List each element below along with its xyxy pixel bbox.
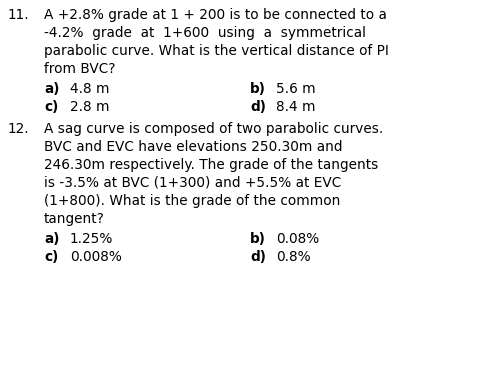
Text: 1.25%: 1.25% [70, 232, 114, 246]
Text: a): a) [44, 82, 60, 96]
Text: -4.2%  grade  at  1+600  using  a  symmetrical: -4.2% grade at 1+600 using a symmetrical [44, 26, 366, 40]
Text: 8.4 m: 8.4 m [276, 100, 316, 114]
Text: A sag curve is composed of two parabolic curves.: A sag curve is composed of two parabolic… [44, 122, 384, 136]
Text: d): d) [250, 100, 266, 114]
Text: 246.30m respectively. The grade of the tangents: 246.30m respectively. The grade of the t… [44, 158, 378, 172]
Text: 11.: 11. [8, 8, 30, 22]
Text: 2.8 m: 2.8 m [70, 100, 110, 114]
Text: 12.: 12. [8, 122, 30, 136]
Text: is -3.5% at BVC (1+300) and +5.5% at EVC: is -3.5% at BVC (1+300) and +5.5% at EVC [44, 176, 341, 190]
Text: d): d) [250, 250, 266, 264]
Text: parabolic curve. What is the vertical distance of PI: parabolic curve. What is the vertical di… [44, 44, 389, 58]
Text: 0.8%: 0.8% [276, 250, 310, 264]
Text: c): c) [44, 100, 58, 114]
Text: 0.008%: 0.008% [70, 250, 122, 264]
Text: 0.08%: 0.08% [276, 232, 320, 246]
Text: b): b) [250, 82, 266, 96]
Text: from BVC?: from BVC? [44, 62, 116, 76]
Text: a): a) [44, 232, 60, 246]
Text: 5.6 m: 5.6 m [276, 82, 316, 96]
Text: A +2.8% grade at 1 + 200 is to be connected to a: A +2.8% grade at 1 + 200 is to be connec… [44, 8, 387, 22]
Text: BVC and EVC have elevations 250.30m and: BVC and EVC have elevations 250.30m and [44, 140, 343, 154]
Text: b): b) [250, 232, 266, 246]
Text: 4.8 m: 4.8 m [70, 82, 110, 96]
Text: tangent?: tangent? [44, 212, 105, 226]
Text: (1+800). What is the grade of the common: (1+800). What is the grade of the common [44, 194, 341, 208]
Text: c): c) [44, 250, 58, 264]
